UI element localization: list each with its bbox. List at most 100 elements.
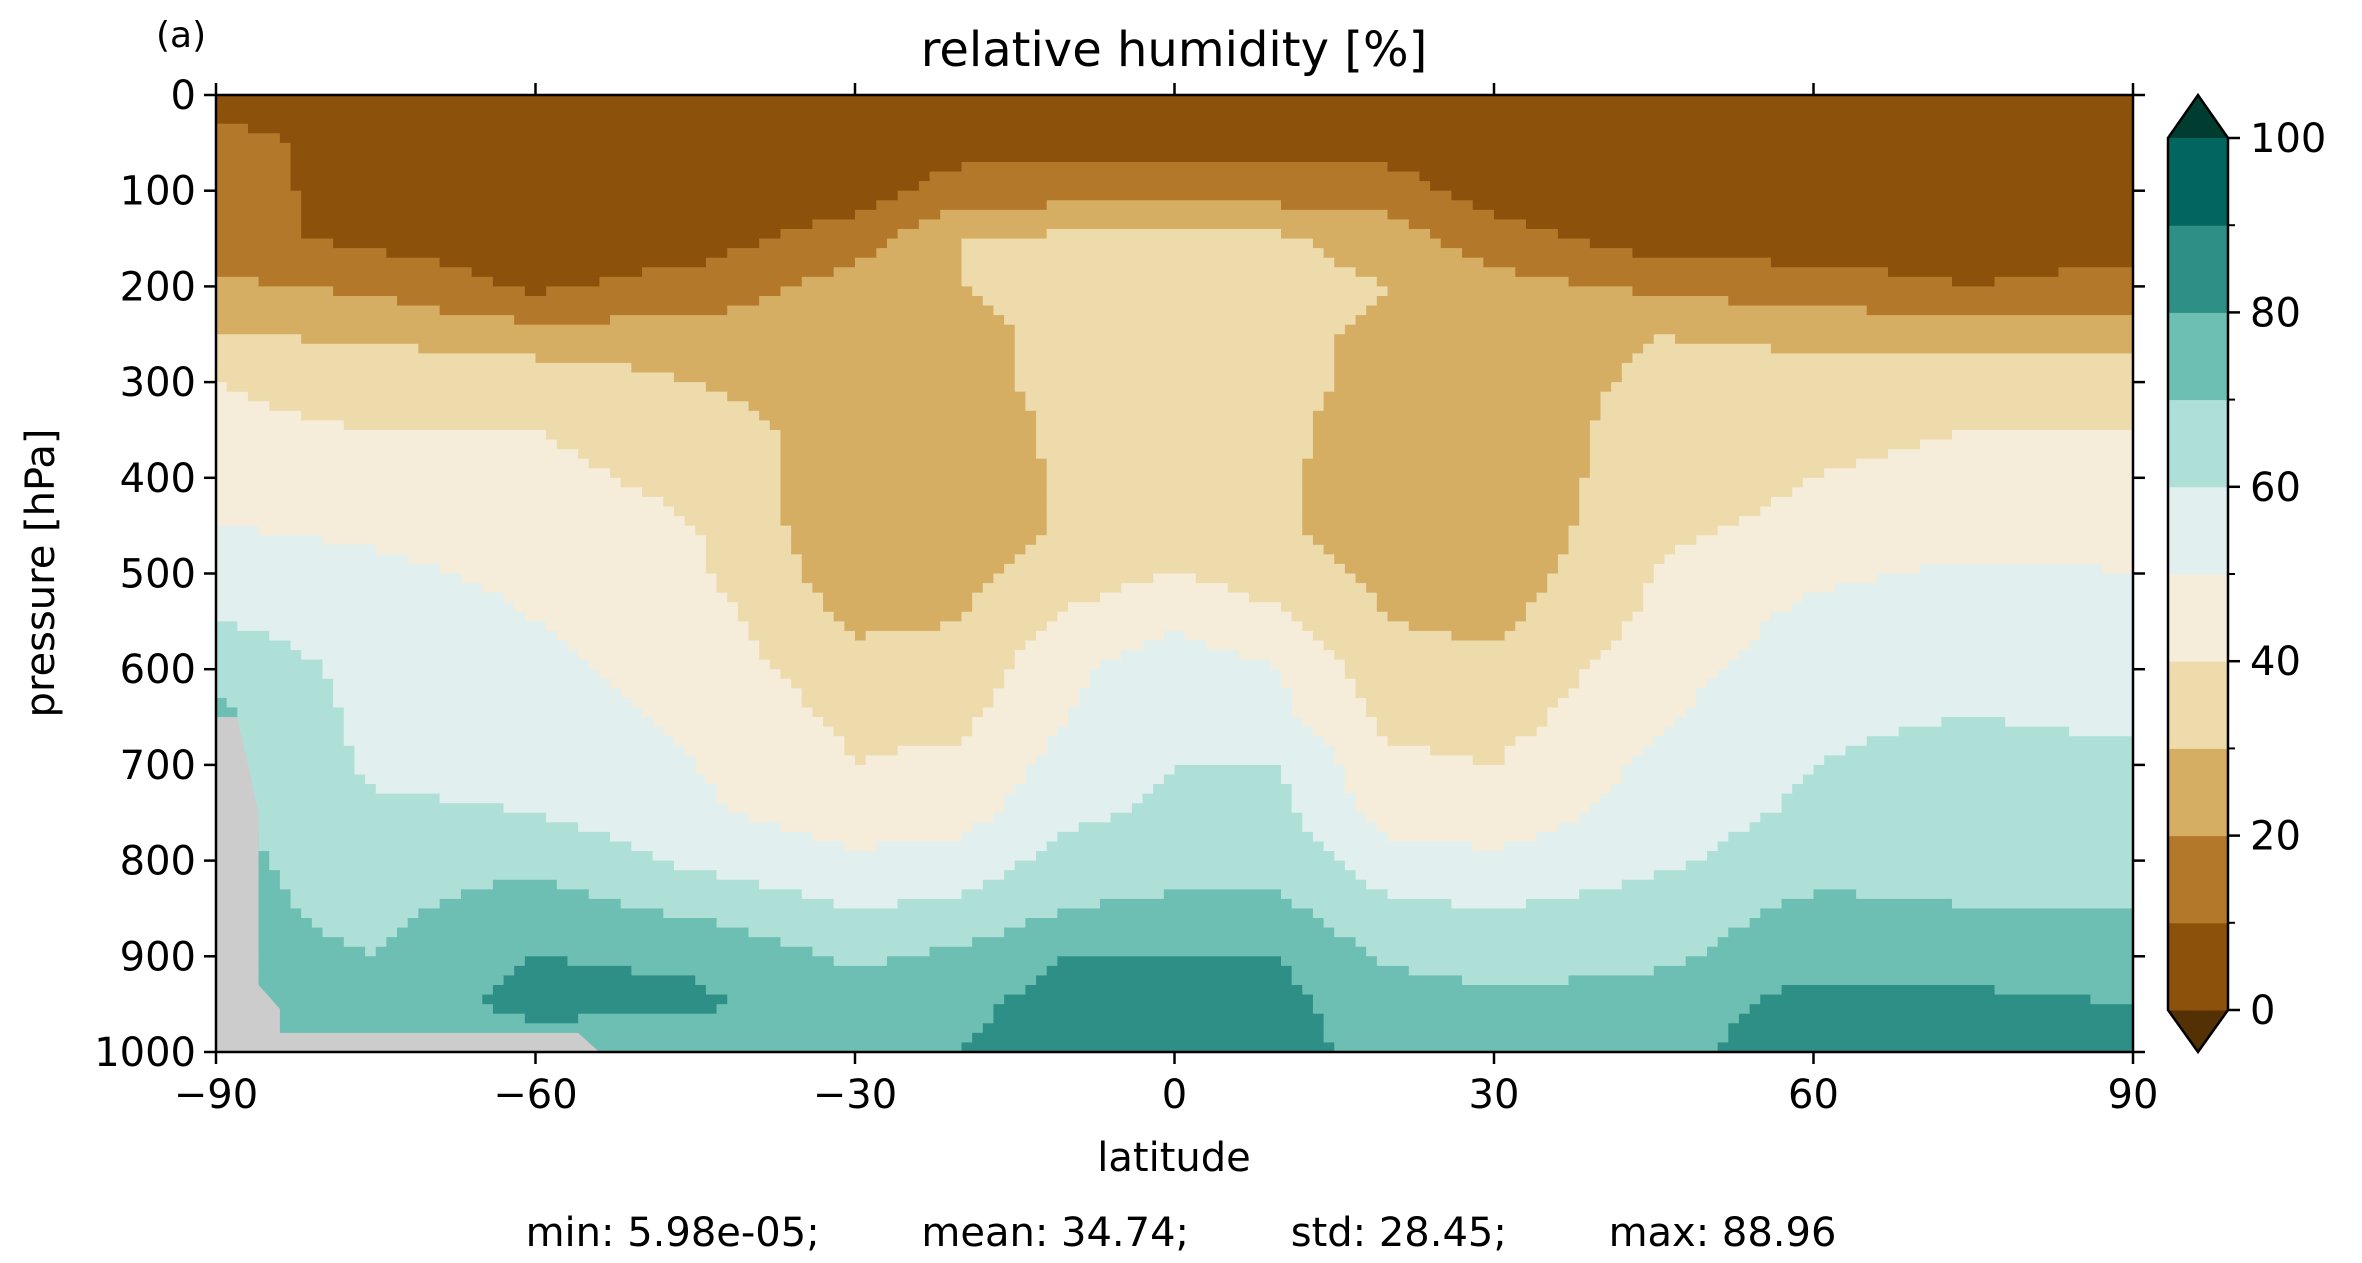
contour-cell [1738, 650, 2133, 661]
contour-cell [216, 324, 1016, 335]
contour-cell [1707, 851, 2133, 862]
contour-cell [1078, 697, 1293, 709]
contour-cell [705, 985, 1026, 996]
contour-cell [972, 726, 1058, 737]
x-tick-label: 90 [2108, 1072, 2159, 1118]
contour-cell [1589, 429, 1953, 441]
contour-cell [1312, 410, 1602, 421]
contour-cell [780, 439, 1037, 450]
contour-cell [759, 879, 984, 890]
contour-cell [801, 563, 1005, 575]
contour-cell [1387, 161, 2133, 173]
contour-cell [1174, 764, 1282, 776]
contour-cell [1515, 267, 1889, 278]
contour-cell [961, 1042, 1335, 1052]
contour-cell [397, 927, 750, 938]
contour-cell [1738, 1013, 2133, 1024]
contour-cell [1770, 343, 2133, 354]
x-tick-label: −60 [493, 1072, 577, 1118]
contour-cell [216, 257, 441, 268]
contour-cell [1334, 1042, 1719, 1052]
contour-cell [216, 965, 515, 977]
contour-cell [269, 630, 558, 642]
contour-cell [727, 803, 1005, 814]
contour-cell [216, 477, 622, 488]
contour-cell [1355, 803, 1591, 814]
contour-cell [578, 1013, 995, 1024]
contour-cell [1312, 429, 1591, 441]
contour-cell [290, 161, 963, 173]
x-tick-label: −30 [813, 1072, 897, 1118]
contour-cell [1025, 544, 1325, 555]
contour-cell [1036, 439, 1314, 450]
contour-cell [737, 611, 835, 622]
contour-cell [1920, 563, 2102, 575]
colorbar-segment [2168, 225, 2228, 313]
contour-cell [1323, 401, 1602, 412]
contour-cell [1334, 927, 1729, 938]
colorbar-segment [2168, 486, 2228, 575]
y-axis: 0 100 200 300 400 500 600 700 800 900 1000 [94, 73, 2145, 1076]
colorbar-tick-label: 100 [2250, 116, 2326, 162]
contour-cell [1621, 372, 2133, 383]
contour-cell [1728, 927, 2133, 938]
contour-cell [216, 956, 526, 967]
contour-cell [216, 123, 249, 134]
contour-cell [748, 630, 856, 642]
contour-cell [216, 650, 302, 661]
contour-cell [1770, 611, 2133, 622]
contour-cell [1621, 879, 2133, 890]
contour-cell [1334, 382, 1612, 393]
contour-cell [247, 793, 441, 804]
contour-cell [982, 879, 1367, 890]
contour-cell [620, 898, 835, 910]
contour-cell [1738, 516, 2133, 527]
contour-cell [1557, 563, 1655, 575]
contour-cell [556, 879, 760, 890]
contour-cell [1014, 659, 1101, 670]
y-tick-label: 400 [120, 456, 196, 502]
contour-cell [791, 544, 1026, 555]
contour-cell [1802, 477, 2133, 488]
colorbar-tick-label: 0 [2250, 988, 2275, 1034]
contour-cell [961, 257, 1335, 268]
contour-cell [343, 736, 675, 747]
contour-cell [216, 142, 292, 154]
contour-cell [1355, 573, 1548, 584]
contour-cell [1366, 812, 1580, 823]
contour-cell [1025, 985, 1303, 996]
contour-cell [791, 535, 1037, 546]
contour-cell [1611, 784, 1793, 795]
contour-cell [1600, 391, 2133, 402]
contour-cell [1014, 343, 1335, 354]
colorbar-tick-label: 20 [2250, 814, 2301, 860]
contour-cell [652, 851, 1037, 862]
contour-cell [524, 1013, 579, 1024]
x-tick-label: 60 [1788, 1072, 1839, 1118]
contour-cell [1302, 525, 1570, 536]
contour-cell [1291, 611, 1389, 622]
contour-cell [823, 602, 973, 613]
contour-cell [1770, 257, 2133, 268]
contour-cell [1685, 707, 2133, 718]
contour-cell [418, 343, 1016, 354]
contour-cell [1717, 1042, 2133, 1052]
contour-cell [1632, 755, 1825, 766]
contour-cell [1483, 257, 1772, 268]
contour-cell [1557, 822, 1751, 833]
contour-cell [333, 697, 632, 709]
contour-cell [961, 276, 1378, 287]
contour-cell [1430, 181, 2133, 192]
contour-cell [1653, 563, 1921, 575]
contour-cell [972, 1032, 1325, 1044]
contour-cell [972, 286, 1389, 297]
contour-cell [1632, 611, 1772, 622]
contour-cell [290, 171, 931, 182]
contour-cell [1898, 726, 2070, 737]
contour-cell [1781, 793, 2133, 804]
contour-cell [216, 630, 270, 642]
contour-cell [1653, 334, 1676, 345]
contour-cell [1046, 468, 1303, 479]
contour-cell [2101, 563, 2133, 575]
